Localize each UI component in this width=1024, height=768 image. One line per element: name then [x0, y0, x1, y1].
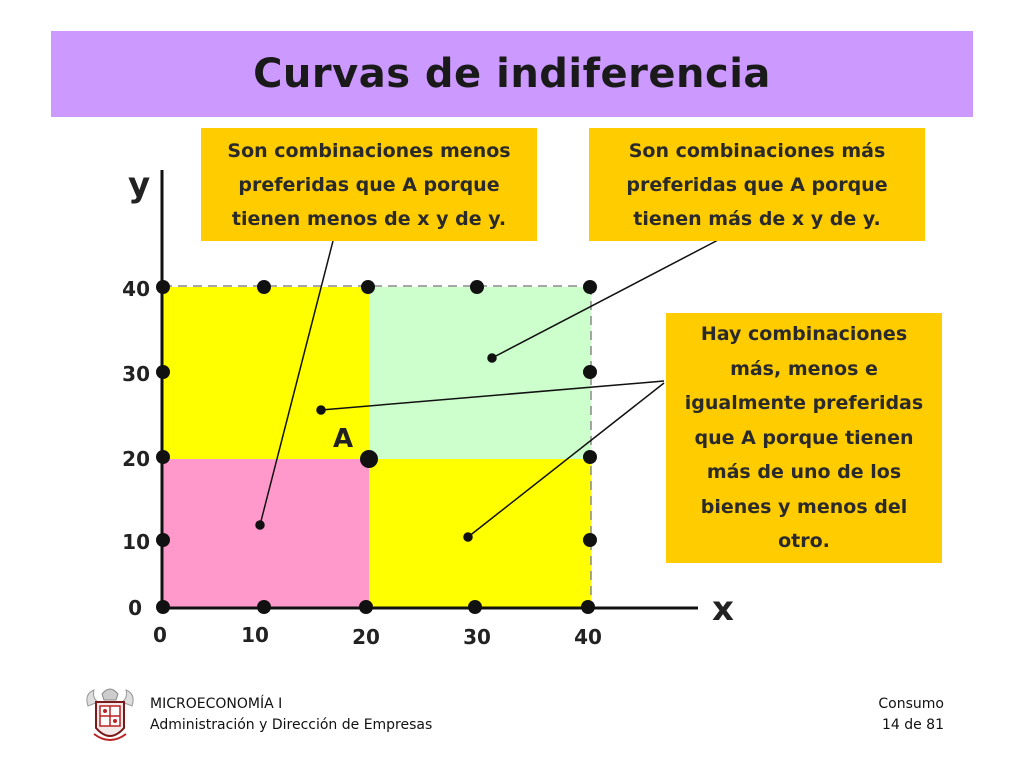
pointer-more-dot: [487, 353, 497, 363]
y-axis-label: y: [128, 165, 150, 205]
pointer-less-dot: [255, 520, 265, 530]
footer-right: Consumo 14 de 81: [878, 694, 944, 736]
pointer-mixed-lower-dot: [463, 532, 473, 542]
callout-mixed-line-7: otro.: [778, 530, 830, 553]
callout-more-line-1: Son combinaciones más: [628, 139, 886, 162]
point-a-marker: [360, 450, 378, 468]
callout-mixed-preference: Hay combinaciones más, menos e igualment…: [666, 313, 942, 563]
callout-less-line-1: Son combinaciones menos: [227, 139, 511, 162]
title-band: Curvas de indiferencia: [51, 31, 973, 117]
y-tick-0: 0: [128, 596, 142, 620]
x-tick-10: 10: [241, 623, 269, 647]
callout-more-line-2: preferidas que A porque: [626, 173, 888, 196]
university-crest-icon: [86, 688, 134, 741]
x-tick-0: 0: [153, 623, 167, 647]
pointer-less: [259, 240, 334, 526]
y-tick-30: 30: [122, 362, 150, 386]
y-tick-40: 40: [122, 277, 150, 301]
x-tick-20: 20: [352, 625, 380, 649]
footer-left: MICROECONOMÍA I Administración y Direcci…: [150, 694, 432, 736]
callout-less-preferred: Son combinaciones menos preferidas que A…: [201, 128, 537, 241]
y-tick-10: 10: [122, 530, 150, 554]
callout-more-preferred: Son combinaciones más preferidas que A p…: [589, 128, 925, 241]
callout-mixed-line-3: igualmente preferidas: [684, 392, 924, 415]
pointer-mixed-lower: [467, 382, 665, 538]
x-tick-40: 40: [574, 625, 602, 649]
y-tick-20: 20: [122, 447, 150, 471]
callout-more-line-3: tienen más de x y de y.: [633, 207, 881, 230]
pointer-more: [491, 238, 721, 359]
callout-less-line-3: tienen menos de x y de y.: [231, 207, 507, 230]
callout-less-line-2: preferidas que A porque: [238, 173, 500, 196]
footer-program: Administración y Dirección de Empresas: [150, 717, 433, 733]
callout-mixed-line-1: Hay combinaciones: [700, 323, 908, 346]
pointer-mixed-upper: [320, 380, 665, 411]
region-less-preferred: [163, 459, 369, 608]
point-a-label: A: [333, 424, 353, 454]
grid-dots: [156, 280, 597, 614]
pointer-mixed-upper-dot: [316, 405, 326, 415]
slide-title: Curvas de indiferencia: [253, 51, 771, 97]
region-more-preferred: [369, 287, 591, 459]
x-tick-30: 30: [463, 625, 491, 649]
callout-mixed-line-5: más de uno de los: [706, 461, 902, 484]
footer-topic: Consumo: [878, 696, 944, 712]
region-mixed-upper-left: [163, 287, 369, 459]
footer-course: MICROECONOMÍA I: [150, 696, 283, 712]
callout-mixed-line-6: bienes y menos del: [700, 495, 908, 518]
footer-page: 14 de 81: [881, 717, 944, 733]
x-axis-label: x: [712, 589, 734, 629]
region-mixed-lower-right: [369, 459, 591, 608]
callout-mixed-line-4: que A porque tienen: [694, 426, 914, 449]
callout-mixed-line-2: más, menos e: [730, 357, 878, 380]
